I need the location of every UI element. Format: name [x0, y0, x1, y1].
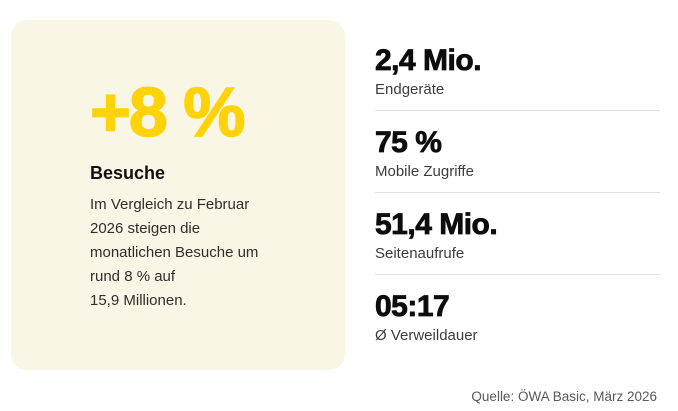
stat-item-mobile-zugriffe: 75 % Mobile Zugriffe — [375, 111, 660, 193]
stat-value: 2,4 Mio. — [375, 44, 482, 78]
stat-value: 75 % — [375, 126, 443, 160]
stat-item-seitenaufrufe: 51,4 Mio. Seitenaufrufe — [375, 193, 660, 275]
stat-item-endgeraete: 2,4 Mio. Endgeräte — [375, 44, 660, 111]
stat-label: Seitenaufrufe — [375, 245, 465, 262]
stat-item-verweildauer: 05:17 Ø Verweildauer — [375, 275, 660, 356]
highlight-card: +8 % Besuche Im Vergleich zu Februar 202… — [11, 20, 345, 370]
source-note: Quelle: ÖWA Basic, März 2026 — [471, 389, 657, 404]
stat-label: Mobile Zugriffe — [375, 163, 474, 180]
stat-label: Ø Verweildauer — [375, 327, 478, 344]
card-title: Besuche — [90, 163, 166, 184]
stat-label: Endgeräte — [375, 81, 445, 98]
stat-value: 05:17 — [375, 290, 451, 324]
card-description: Im Vergleich zu Februar 2026 steigen die… — [90, 195, 259, 309]
stat-value: 51,4 Mio. — [375, 208, 499, 242]
highlight-card-content: +8 % Besuche Im Vergleich zu Februar 202… — [89, 73, 266, 313]
stats-list: 2,4 Mio. Endgeräte 75 % Mobile Zugriffe … — [375, 44, 660, 356]
headline-percentage: +8 % — [89, 73, 246, 152]
